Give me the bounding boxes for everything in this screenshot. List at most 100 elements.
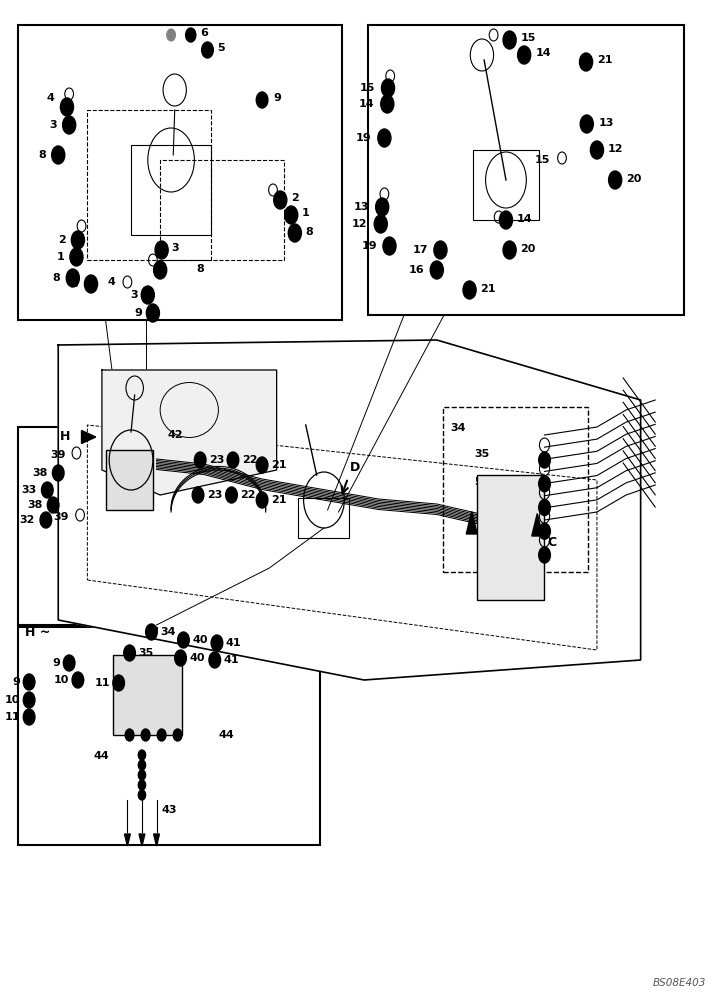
Text: 32: 32 bbox=[20, 515, 35, 525]
Circle shape bbox=[192, 487, 204, 503]
Circle shape bbox=[539, 452, 550, 468]
Text: 40: 40 bbox=[192, 635, 207, 645]
Circle shape bbox=[579, 53, 593, 71]
Polygon shape bbox=[139, 834, 145, 846]
Circle shape bbox=[138, 790, 146, 800]
Circle shape bbox=[40, 512, 52, 528]
Circle shape bbox=[186, 28, 196, 42]
Circle shape bbox=[138, 760, 146, 770]
Circle shape bbox=[194, 452, 206, 468]
Circle shape bbox=[430, 261, 443, 279]
Text: 3: 3 bbox=[171, 243, 178, 253]
Circle shape bbox=[138, 750, 146, 760]
Bar bbox=[87, 110, 211, 260]
Circle shape bbox=[41, 482, 53, 498]
Circle shape bbox=[539, 523, 550, 539]
Circle shape bbox=[227, 452, 239, 468]
Text: 15: 15 bbox=[360, 83, 375, 93]
Circle shape bbox=[256, 92, 268, 108]
Bar bbox=[298, 498, 349, 538]
Bar bbox=[131, 145, 211, 235]
Text: 52: 52 bbox=[475, 477, 490, 487]
Circle shape bbox=[383, 237, 396, 255]
Text: 16: 16 bbox=[409, 265, 424, 275]
Text: 13: 13 bbox=[354, 202, 369, 212]
Text: 12: 12 bbox=[608, 144, 623, 154]
Text: 43: 43 bbox=[162, 805, 177, 815]
Text: 21: 21 bbox=[597, 55, 612, 65]
Text: 19: 19 bbox=[356, 133, 371, 143]
Circle shape bbox=[84, 275, 98, 293]
Circle shape bbox=[609, 171, 622, 189]
Circle shape bbox=[580, 115, 593, 133]
Text: 44: 44 bbox=[218, 730, 234, 740]
Text: 8: 8 bbox=[71, 279, 79, 289]
Text: 38: 38 bbox=[27, 500, 42, 510]
Text: 8: 8 bbox=[38, 150, 46, 160]
Circle shape bbox=[146, 624, 157, 640]
Text: 39: 39 bbox=[50, 450, 66, 460]
Circle shape bbox=[124, 645, 135, 661]
Text: 23: 23 bbox=[209, 455, 224, 465]
Text: 33: 33 bbox=[21, 485, 36, 495]
Circle shape bbox=[539, 499, 550, 516]
Text: 14: 14 bbox=[359, 99, 374, 109]
Circle shape bbox=[374, 215, 387, 233]
Circle shape bbox=[226, 487, 237, 503]
Text: 2: 2 bbox=[291, 193, 299, 203]
Circle shape bbox=[499, 211, 513, 229]
Polygon shape bbox=[154, 834, 159, 846]
Text: H: H bbox=[60, 430, 71, 444]
Polygon shape bbox=[124, 834, 130, 846]
Circle shape bbox=[155, 241, 168, 259]
Text: 40: 40 bbox=[189, 653, 205, 663]
Bar bbox=[160, 160, 284, 260]
Text: 35: 35 bbox=[138, 648, 154, 658]
Circle shape bbox=[209, 652, 221, 668]
Text: 23: 23 bbox=[207, 490, 222, 500]
Circle shape bbox=[23, 692, 35, 708]
Polygon shape bbox=[82, 431, 95, 444]
Circle shape bbox=[47, 497, 59, 513]
Circle shape bbox=[539, 476, 550, 492]
Text: 17: 17 bbox=[413, 245, 428, 255]
Circle shape bbox=[23, 709, 35, 725]
Text: D: D bbox=[349, 461, 360, 474]
Circle shape bbox=[503, 241, 516, 259]
Text: 42: 42 bbox=[167, 430, 183, 440]
Circle shape bbox=[378, 129, 391, 147]
Circle shape bbox=[72, 672, 84, 688]
Circle shape bbox=[434, 241, 447, 259]
Text: 9: 9 bbox=[52, 658, 60, 668]
Text: 6: 6 bbox=[200, 28, 208, 38]
Circle shape bbox=[146, 304, 159, 322]
Circle shape bbox=[141, 729, 150, 741]
Text: 3: 3 bbox=[50, 120, 57, 130]
Text: B: B bbox=[482, 534, 491, 546]
Text: 10: 10 bbox=[54, 675, 69, 685]
Circle shape bbox=[125, 729, 134, 741]
Circle shape bbox=[113, 675, 124, 691]
Circle shape bbox=[138, 780, 146, 790]
Text: 34: 34 bbox=[450, 423, 465, 433]
Circle shape bbox=[256, 457, 268, 473]
Text: 8: 8 bbox=[52, 273, 60, 283]
Circle shape bbox=[167, 29, 175, 41]
Circle shape bbox=[60, 98, 74, 116]
Circle shape bbox=[178, 632, 189, 648]
Circle shape bbox=[285, 206, 298, 224]
Circle shape bbox=[138, 770, 146, 780]
Bar bbox=[473, 150, 539, 220]
Circle shape bbox=[381, 95, 394, 113]
Text: 4: 4 bbox=[107, 277, 115, 287]
Bar bbox=[443, 407, 588, 572]
Text: 11: 11 bbox=[5, 712, 20, 722]
Circle shape bbox=[71, 231, 84, 249]
Text: C: C bbox=[547, 536, 557, 548]
Polygon shape bbox=[467, 511, 477, 534]
Text: 5: 5 bbox=[217, 43, 224, 53]
Text: 15: 15 bbox=[534, 155, 550, 165]
Text: 22: 22 bbox=[240, 490, 256, 500]
Text: 4: 4 bbox=[47, 93, 55, 103]
Text: 19: 19 bbox=[362, 241, 377, 251]
